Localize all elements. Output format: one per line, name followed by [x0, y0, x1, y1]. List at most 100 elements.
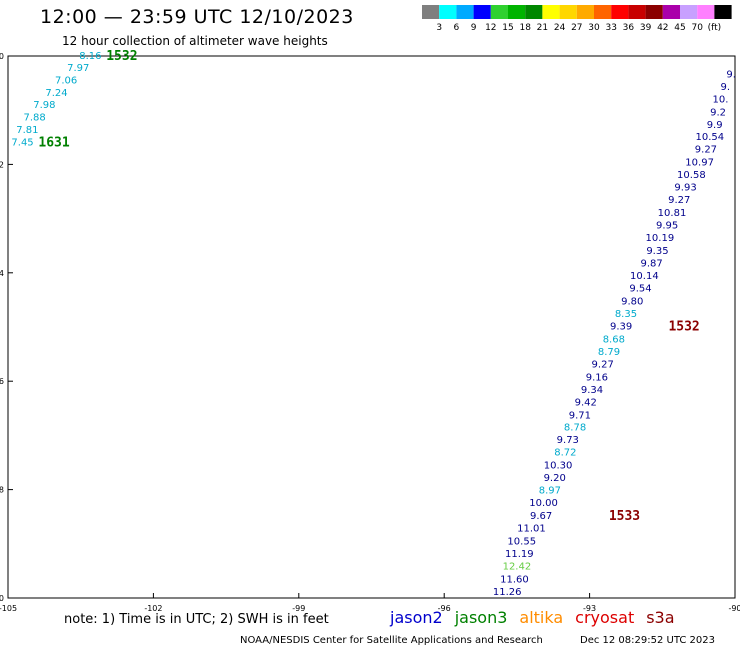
- color-scale-label: 15: [502, 23, 513, 33]
- legend-cryosat: cryosat: [575, 608, 635, 627]
- legend-jason3: jason3: [454, 608, 508, 627]
- units-note: note: 1) Time is in UTC; 2) SWH is in fe…: [64, 612, 329, 627]
- map-subtitle: 12 hour collection of altimeter wave hei…: [62, 34, 328, 48]
- wave-height-value: 10.81: [658, 208, 687, 219]
- wave-height-value: 8.35: [615, 309, 637, 320]
- legend-s3a: s3a: [646, 608, 675, 627]
- color-scale-label: 21: [537, 23, 548, 33]
- wave-height-value: 12.42: [503, 561, 532, 572]
- wave-height-value: 9.54: [629, 283, 651, 294]
- wave-height-value: 9.: [721, 82, 731, 93]
- lon-tick-label: -90: [728, 604, 740, 613]
- lat-tick-label: -50: [0, 594, 4, 603]
- lat-tick-label: -44: [0, 269, 4, 278]
- legend-altika: altika: [519, 608, 564, 627]
- color-swatch: [645, 5, 663, 19]
- wave-height-value: 11.26: [493, 587, 522, 598]
- wave-height-value: 10.55: [507, 537, 536, 548]
- wave-height-value: 7.24: [45, 88, 67, 99]
- wave-height-value: 9.39: [610, 321, 632, 332]
- color-scale-label: (ft): [708, 23, 722, 33]
- lat-tick-label: -46: [0, 377, 4, 386]
- wave-height-value: 9.71: [569, 410, 591, 421]
- generation-timestamp: Dec 12 08:29:52 UTC 2023: [580, 635, 715, 646]
- color-scale-label: 24: [554, 23, 566, 33]
- legend-jason2: jason2: [390, 608, 443, 627]
- wave-height-value: 9.93: [674, 183, 696, 194]
- wave-height-value: 9.95: [656, 221, 678, 232]
- color-scale-label: 3: [436, 23, 442, 33]
- color-swatch: [628, 5, 646, 19]
- wave-height-value: 10.54: [695, 132, 724, 143]
- wave-height-value: 8.72: [554, 448, 576, 459]
- lon-tick-label: -102: [144, 604, 162, 613]
- wave-height-value: 11.60: [500, 574, 529, 585]
- wave-height-value: 9.35: [646, 246, 668, 257]
- wave-height-value: 11.01: [517, 524, 546, 535]
- wave-height-value: 9.9: [707, 120, 723, 131]
- lat-tick-label: -42: [0, 160, 4, 169]
- wave-height-value: 9.42: [575, 397, 597, 408]
- color-scale-label: 70: [691, 23, 703, 33]
- lat-tick-label: -48: [0, 486, 4, 495]
- pass-time-label: 1533: [609, 509, 640, 524]
- color-swatch: [611, 5, 629, 19]
- color-swatch: [456, 5, 474, 19]
- color-scale-label: 30: [588, 23, 600, 33]
- color-swatch: [697, 5, 715, 19]
- wave-height-value: 7.45: [11, 138, 33, 149]
- map-frame: [7, 55, 736, 599]
- wave-height-value: 8.79: [598, 347, 620, 358]
- color-swatch: [714, 5, 732, 19]
- wave-height-value: 7.98: [33, 100, 55, 111]
- wave-height-value: 9.: [726, 69, 736, 80]
- wave-height-value: 9.80: [621, 296, 643, 307]
- color-swatch: [525, 5, 543, 19]
- map-title: 12:00 — 23:59 UTC 12/10/2023: [40, 6, 354, 28]
- wave-height-value: 7.81: [16, 125, 38, 136]
- wave-height-value: 10.19: [646, 233, 675, 244]
- wave-height-value: 7.88: [24, 113, 46, 124]
- wave-height-value: 9.67: [530, 511, 552, 522]
- wave-height-value: 9.34: [581, 385, 603, 396]
- color-scale-label: 18: [519, 23, 531, 33]
- lon-tick-label: -105: [0, 604, 17, 613]
- color-swatch: [508, 5, 526, 19]
- wave-height-value: 9.27: [695, 145, 717, 156]
- wave-height-value: 7.97: [67, 63, 89, 74]
- color-scale-bar: 3 6 9 12 15 18 21 24 27 30 33 36 39 42 45 70 (ft): [422, 5, 732, 33]
- color-scale-label: 6: [454, 23, 460, 33]
- wave-height-value: 10.97: [685, 158, 714, 169]
- wave-height-value: 9.20: [544, 473, 566, 484]
- wave-height-value: 11.19: [505, 549, 534, 560]
- wave-height-value: 10.30: [544, 461, 573, 472]
- color-swatch: [542, 5, 560, 19]
- color-swatch: [559, 5, 577, 19]
- color-swatch: [680, 5, 698, 19]
- wave-height-value: 10.: [713, 94, 729, 105]
- color-scale-label: 39: [640, 23, 652, 33]
- wave-height-value: 8.68: [603, 334, 625, 345]
- color-swatch: [439, 5, 457, 19]
- wave-height-value: 9.27: [668, 195, 690, 206]
- color-scale-label: 42: [657, 23, 668, 33]
- pass-time-label: 1532: [668, 319, 699, 334]
- color-swatch: [576, 5, 594, 19]
- color-scale-label: 33: [605, 23, 616, 33]
- wave-height-value: 9.73: [557, 435, 579, 446]
- color-swatch: [490, 5, 508, 19]
- wave-height-value: 9.16: [586, 372, 608, 383]
- wave-height-value: 9.87: [641, 259, 663, 270]
- wave-height-value: 9.2: [710, 107, 726, 118]
- color-scale-label: 12: [485, 23, 496, 33]
- wave-height-value: 8.97: [539, 486, 561, 497]
- color-swatch: [473, 5, 491, 19]
- wave-height-value: 10.00: [529, 498, 558, 509]
- wave-height-value: 10.14: [630, 271, 659, 282]
- lon-tick-label: -96: [438, 604, 451, 613]
- wave-height-value: 9.27: [592, 359, 614, 370]
- pass-time-label: 1631: [38, 136, 69, 151]
- lon-tick-label: -93: [583, 604, 596, 613]
- pass-time-label: 1532: [106, 49, 137, 64]
